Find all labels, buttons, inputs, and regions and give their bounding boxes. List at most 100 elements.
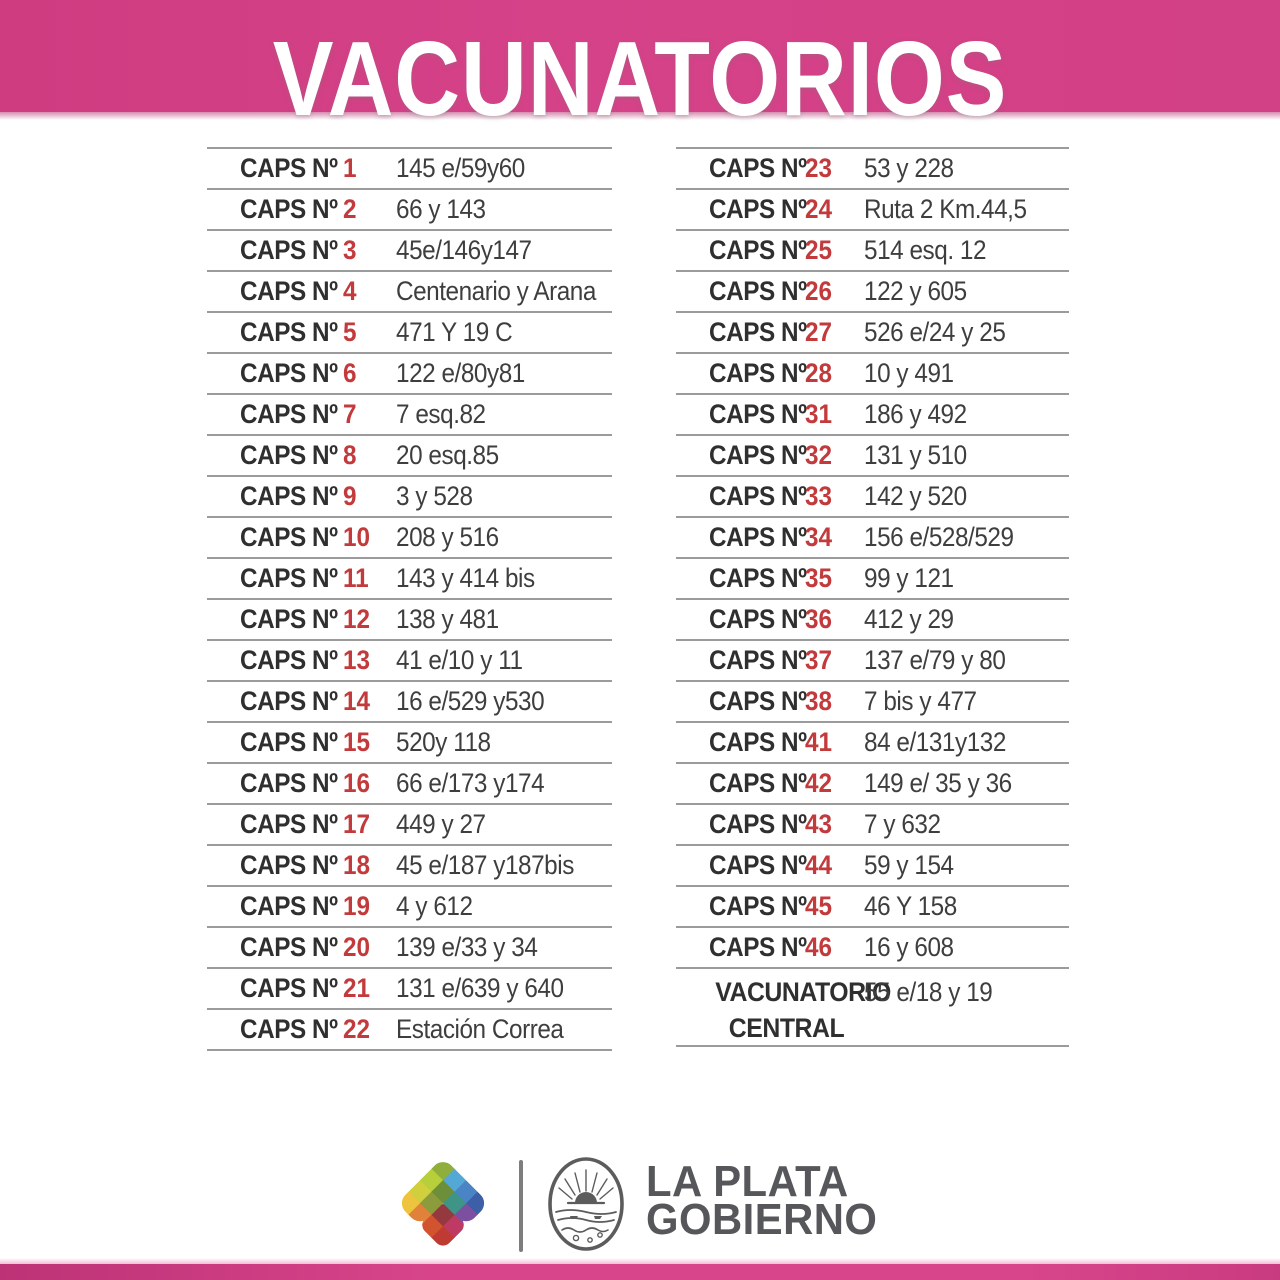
caps-address: 45 e/187 y187bis bbox=[396, 850, 574, 880]
table-row: CAPS Nº 35 99 y 121 bbox=[676, 559, 1069, 600]
caps-number: 31 bbox=[805, 399, 833, 429]
caps-number: 26 bbox=[805, 276, 833, 306]
caps-label: CAPS Nº bbox=[240, 563, 338, 593]
caps-address: 10 y 491 bbox=[864, 358, 954, 388]
page-title: VACUNATORIOS bbox=[272, 20, 1008, 138]
caps-label: CAPS Nº bbox=[709, 563, 807, 593]
table-row: CAPS Nº 10 208 y 516 bbox=[207, 518, 612, 559]
table-row: CAPS Nº 16 66 e/173 y174 bbox=[207, 764, 612, 805]
caps-number: 20 bbox=[343, 932, 371, 962]
caps-number: 3 bbox=[343, 235, 357, 265]
caps-number: 12 bbox=[343, 604, 371, 634]
caps-label: CAPS Nº bbox=[709, 276, 807, 306]
caps-label: CAPS Nº bbox=[709, 440, 807, 470]
table-row: CAPS Nº 22 Estación Correa bbox=[207, 1010, 612, 1051]
caps-number: 33 bbox=[805, 481, 833, 511]
caps-address: 122 y 605 bbox=[864, 276, 967, 306]
caps-label: CAPS Nº bbox=[240, 481, 338, 511]
caps-number: 38 bbox=[805, 686, 833, 716]
table-row: CAPS Nº 32 131 y 510 bbox=[676, 436, 1069, 477]
table-row: CAPS Nº 15 520y 118 bbox=[207, 723, 612, 764]
table-row: CAPS Nº 2 66 y 143 bbox=[207, 190, 612, 231]
table-row: CAPS Nº 1 145 e/59y60 bbox=[207, 149, 612, 190]
caps-number: 9 bbox=[343, 481, 357, 511]
caps-number: 44 bbox=[805, 850, 833, 880]
caps-number: 23 bbox=[805, 153, 833, 183]
table-row: CAPS Nº 23 53 y 228 bbox=[676, 149, 1069, 190]
table-row: CAPS Nº 31 186 y 492 bbox=[676, 395, 1069, 436]
table-row-central: VACUNATORIO CENTRAL 55 e/18 y 19 bbox=[676, 969, 1069, 1047]
caps-label: CAPS Nº bbox=[709, 153, 807, 183]
caps-label: CAPS Nº bbox=[240, 809, 338, 839]
caps-address: 45e/146y147 bbox=[396, 235, 532, 265]
caps-number: 42 bbox=[805, 768, 833, 798]
caps-number: 2 bbox=[343, 194, 357, 224]
caps-number: 37 bbox=[805, 645, 833, 675]
caps-number: 41 bbox=[805, 727, 833, 757]
heart-logo-icon bbox=[396, 1157, 490, 1250]
caps-label: CAPS Nº bbox=[709, 604, 807, 634]
caps-label: CAPS Nº bbox=[240, 768, 338, 798]
table-row: CAPS Nº 43 7 y 632 bbox=[676, 805, 1069, 846]
caps-label: CAPS Nº bbox=[240, 850, 338, 880]
caps-label: CAPS Nº bbox=[709, 399, 807, 429]
caps-address: 59 y 154 bbox=[864, 850, 954, 880]
caps-address: Estación Correa bbox=[396, 1014, 564, 1044]
right-column: CAPS Nº 23 53 y 228 CAPS Nº 24 Ruta 2 Km.44,5… bbox=[676, 147, 1069, 1047]
caps-number: 17 bbox=[343, 809, 371, 839]
table-row: CAPS Nº 7 7 esq.82 bbox=[207, 395, 612, 436]
caps-address: 122 e/80y81 bbox=[396, 358, 525, 388]
table-row: CAPS Nº 44 59 y 154 bbox=[676, 846, 1069, 887]
caps-address: 99 y 121 bbox=[864, 563, 954, 593]
table-row: CAPS Nº 11 143 y 414 bis bbox=[207, 559, 612, 600]
caps-label: CAPS Nº bbox=[240, 235, 338, 265]
caps-number: 15 bbox=[343, 727, 371, 757]
caps-number: 4 bbox=[343, 276, 357, 306]
caps-label: CAPS Nº bbox=[709, 768, 807, 798]
caps-address: 156 e/528/529 bbox=[864, 522, 1014, 552]
central-label: VACUNATORIO CENTRAL bbox=[715, 977, 891, 1043]
caps-label: CAPS Nº bbox=[240, 153, 338, 183]
caps-address: 3 y 528 bbox=[396, 481, 473, 511]
caps-label: CAPS Nº bbox=[240, 522, 338, 552]
caps-address: 41 e/10 y 11 bbox=[396, 645, 523, 675]
caps-address: 55 e/18 y 19 bbox=[864, 977, 993, 1007]
caps-number: 19 bbox=[343, 891, 371, 921]
caps-label: CAPS Nº bbox=[709, 522, 807, 552]
caps-address: 142 y 520 bbox=[864, 481, 967, 511]
table-row: CAPS Nº 5 471 Y 19 C bbox=[207, 313, 612, 354]
caps-label: CAPS Nº bbox=[709, 850, 807, 880]
caps-address: 16 y 608 bbox=[864, 932, 954, 962]
table-row: CAPS Nº 24 Ruta 2 Km.44,5 bbox=[676, 190, 1069, 231]
table-row: CAPS Nº 4 Centenario y Arana bbox=[207, 272, 612, 313]
caps-label: CAPS Nº bbox=[240, 727, 338, 757]
table-row: CAPS Nº 41 84 e/131y132 bbox=[676, 723, 1069, 764]
caps-number: 46 bbox=[805, 932, 833, 962]
footer-divider bbox=[519, 1160, 523, 1252]
caps-address: 139 e/33 y 34 bbox=[396, 932, 538, 962]
caps-number: 45 bbox=[805, 891, 833, 921]
caps-number: 27 bbox=[805, 317, 833, 347]
caps-label: CAPS Nº bbox=[240, 604, 338, 634]
brand-line2: GOBIERNO bbox=[646, 1195, 878, 1244]
caps-address: 7 bis y 477 bbox=[864, 686, 977, 716]
caps-address: 208 y 516 bbox=[396, 522, 499, 552]
brand-line1: LA PLATA bbox=[646, 1157, 849, 1206]
table-row: CAPS Nº 28 10 y 491 bbox=[676, 354, 1069, 395]
caps-address: 7 y 632 bbox=[864, 809, 941, 839]
caps-number: 16 bbox=[343, 768, 371, 798]
caps-number: 13 bbox=[343, 645, 371, 675]
caps-number: 21 bbox=[343, 973, 371, 1003]
caps-address: 471 Y 19 C bbox=[396, 317, 513, 347]
caps-number: 7 bbox=[343, 399, 357, 429]
table-row: CAPS Nº 46 16 y 608 bbox=[676, 928, 1069, 969]
caps-label: CAPS Nº bbox=[240, 276, 338, 306]
caps-number: 35 bbox=[805, 563, 833, 593]
caps-number: 5 bbox=[343, 317, 357, 347]
caps-label: CAPS Nº bbox=[709, 809, 807, 839]
caps-address: 66 e/173 y174 bbox=[396, 768, 545, 798]
table-row: CAPS Nº 34 156 e/528/529 bbox=[676, 518, 1069, 559]
table-row: CAPS Nº 9 3 y 528 bbox=[207, 477, 612, 518]
caps-number: 8 bbox=[343, 440, 357, 470]
caps-address: 138 y 481 bbox=[396, 604, 499, 634]
